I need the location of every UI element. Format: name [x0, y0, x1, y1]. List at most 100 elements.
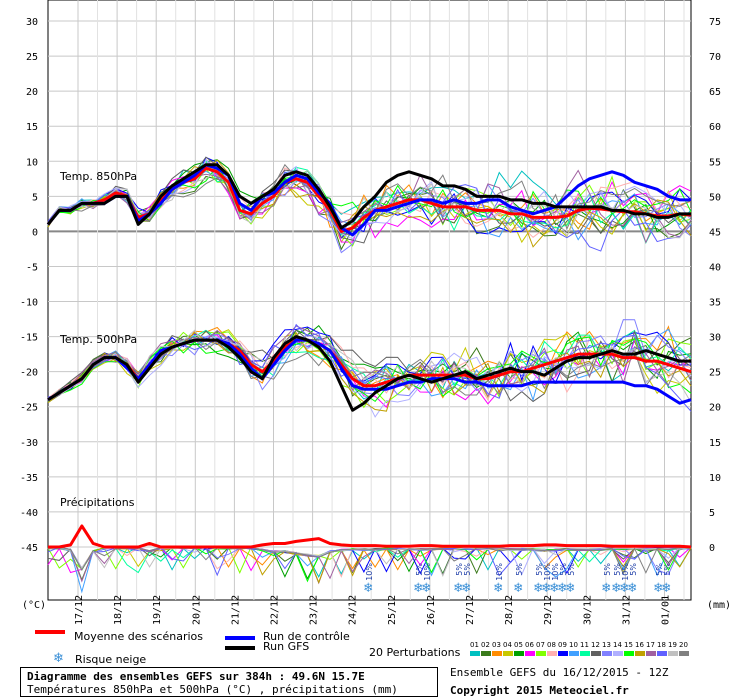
date-tick-label: 22/12	[270, 595, 281, 625]
perturbation-number: 02	[481, 641, 490, 649]
left-tick-label: -40	[20, 508, 38, 519]
right-tick-label: 30	[709, 333, 721, 344]
perturbation-precip-line	[47, 546, 692, 583]
perturbation-line	[47, 159, 692, 248]
legend-snow-label: Risque neige	[75, 653, 147, 666]
right-tick-label: 20	[709, 403, 721, 414]
right-axis-unit: (mm)	[707, 600, 732, 611]
perturbation-number: 17	[646, 641, 655, 649]
snowflake-icon: ❄	[662, 580, 671, 596]
snow-risk-pct: 5%	[629, 563, 638, 576]
right-tick-label: 65	[709, 87, 721, 98]
legend-mean-line	[35, 630, 65, 634]
legend-mean-label: Moyenne des scénarios	[74, 630, 203, 643]
perturbation-number: 11	[580, 641, 589, 649]
snowflake-icon: ❄	[620, 580, 629, 596]
date-tick-label: 23/12	[309, 595, 320, 625]
perturbation-number: 15	[624, 641, 633, 649]
right-tick-label: 45	[709, 227, 721, 238]
perturbation-color-swatch	[503, 651, 513, 656]
chart-title: Diagramme des ensembles GEFS sur 384h : …	[27, 670, 365, 683]
perturbation-number: 12	[591, 641, 600, 649]
perturbation-color-swatch	[536, 651, 546, 656]
perturbation-number: 10	[569, 641, 578, 649]
perturbation-color-swatch	[602, 651, 612, 656]
right-tick-label: 10	[709, 473, 721, 484]
perturbation-color-swatch	[514, 651, 524, 656]
right-tick-label: 40	[709, 262, 721, 273]
left-tick-label: -15	[20, 333, 38, 344]
left-tick-label: -25	[20, 403, 38, 414]
perturbation-color-swatch	[547, 651, 557, 656]
right-tick-label: 55	[709, 157, 721, 168]
perturbation-number: 13	[602, 641, 611, 649]
snowflake-icon: ❄	[612, 580, 621, 596]
perturbation-number: 16	[635, 641, 644, 649]
perturbation-number: 07	[536, 641, 545, 649]
right-tick-label: 60	[709, 122, 721, 133]
perturbation-number: 03	[492, 641, 501, 649]
perturbation-line	[47, 163, 692, 237]
series-run-gfs-850	[46, 163, 691, 230]
date-tick-label: 28/12	[504, 595, 515, 625]
chart-subtitle: Températures 850hPa et 500hPa (°C) , pré…	[27, 683, 398, 696]
right-tick-label: 25	[709, 368, 721, 379]
left-tick-label: 0	[32, 227, 38, 238]
right-tick-label: 75	[709, 17, 721, 28]
snow-risk-pct: 5%	[463, 563, 472, 576]
snow-risk-pct: 10%	[365, 563, 374, 581]
perturbation-number: 06	[525, 641, 534, 649]
snowflake-icon: ❄	[654, 580, 663, 596]
panel-label-850: Temp. 850hPa	[60, 170, 138, 183]
perturbation-line	[47, 165, 692, 229]
panel-label-precip: Précipitations	[60, 496, 135, 509]
panel-label-500: Temp. 500hPa	[60, 333, 138, 346]
left-tick-label: -30	[20, 438, 38, 449]
left-tick-label: -10	[20, 298, 38, 309]
perturbation-color-swatch	[481, 651, 491, 656]
perturbation-color-swatch	[470, 651, 480, 656]
copyright: Copyright 2015 Meteociel.fr	[450, 684, 629, 697]
date-tick-label: 17/12	[74, 595, 85, 625]
snowflake-icon: ❄	[566, 580, 575, 596]
snowflake-icon: ❄	[514, 580, 523, 596]
date-tick-label: 01/01	[661, 595, 672, 625]
perturbation-number: 01	[470, 641, 479, 649]
left-tick-label: 25	[26, 52, 38, 63]
snowflake-icon: ❄	[602, 580, 611, 596]
perturbation-color-swatch	[679, 651, 689, 656]
perturbation-color-swatch	[668, 651, 678, 656]
left-tick-label: 10	[26, 157, 38, 168]
date-tick-label: 27/12	[465, 595, 476, 625]
plot-frame	[47, 0, 692, 601]
left-tick-label: 30	[26, 17, 38, 28]
date-tick-label: 25/12	[387, 595, 398, 625]
series-run-gfs-500	[47, 335, 691, 412]
snow-risk-pct: 5%	[663, 563, 672, 576]
series-run-de-contr-le-850	[46, 163, 691, 237]
right-tick-label: 5	[709, 508, 715, 519]
run-info: Ensemble GEFS du 16/12/2015 - 12Z	[450, 666, 669, 679]
perturbation-number: 09	[558, 641, 567, 649]
date-tick-label: 21/12	[230, 595, 241, 625]
perturbation-color-swatch	[492, 651, 502, 656]
series-moyenne-des-sc-narios-precip	[48, 524, 692, 549]
date-tick-label: 20/12	[191, 595, 202, 625]
snow-risk-pct: 10%	[423, 563, 432, 581]
date-tick-label: 19/12	[152, 595, 163, 625]
perturbation-color-swatch	[525, 651, 535, 656]
perturbation-color-swatch	[635, 651, 645, 656]
grid	[47, 0, 692, 601]
snowflake-icon: ❄	[454, 580, 463, 596]
snowflake-icon: ❄	[422, 580, 431, 596]
snowflake-icon: ❄	[494, 580, 503, 596]
perturbation-number: 04	[503, 641, 512, 649]
snowflake-icon: ❄	[53, 651, 64, 666]
legend-gfs-line	[225, 646, 255, 650]
legend-gfs-label: Run GFS	[263, 640, 310, 653]
left-tick-label: -20	[20, 368, 38, 379]
perturbation-number: 05	[514, 641, 523, 649]
snowflake-icon: ❄	[462, 580, 471, 596]
